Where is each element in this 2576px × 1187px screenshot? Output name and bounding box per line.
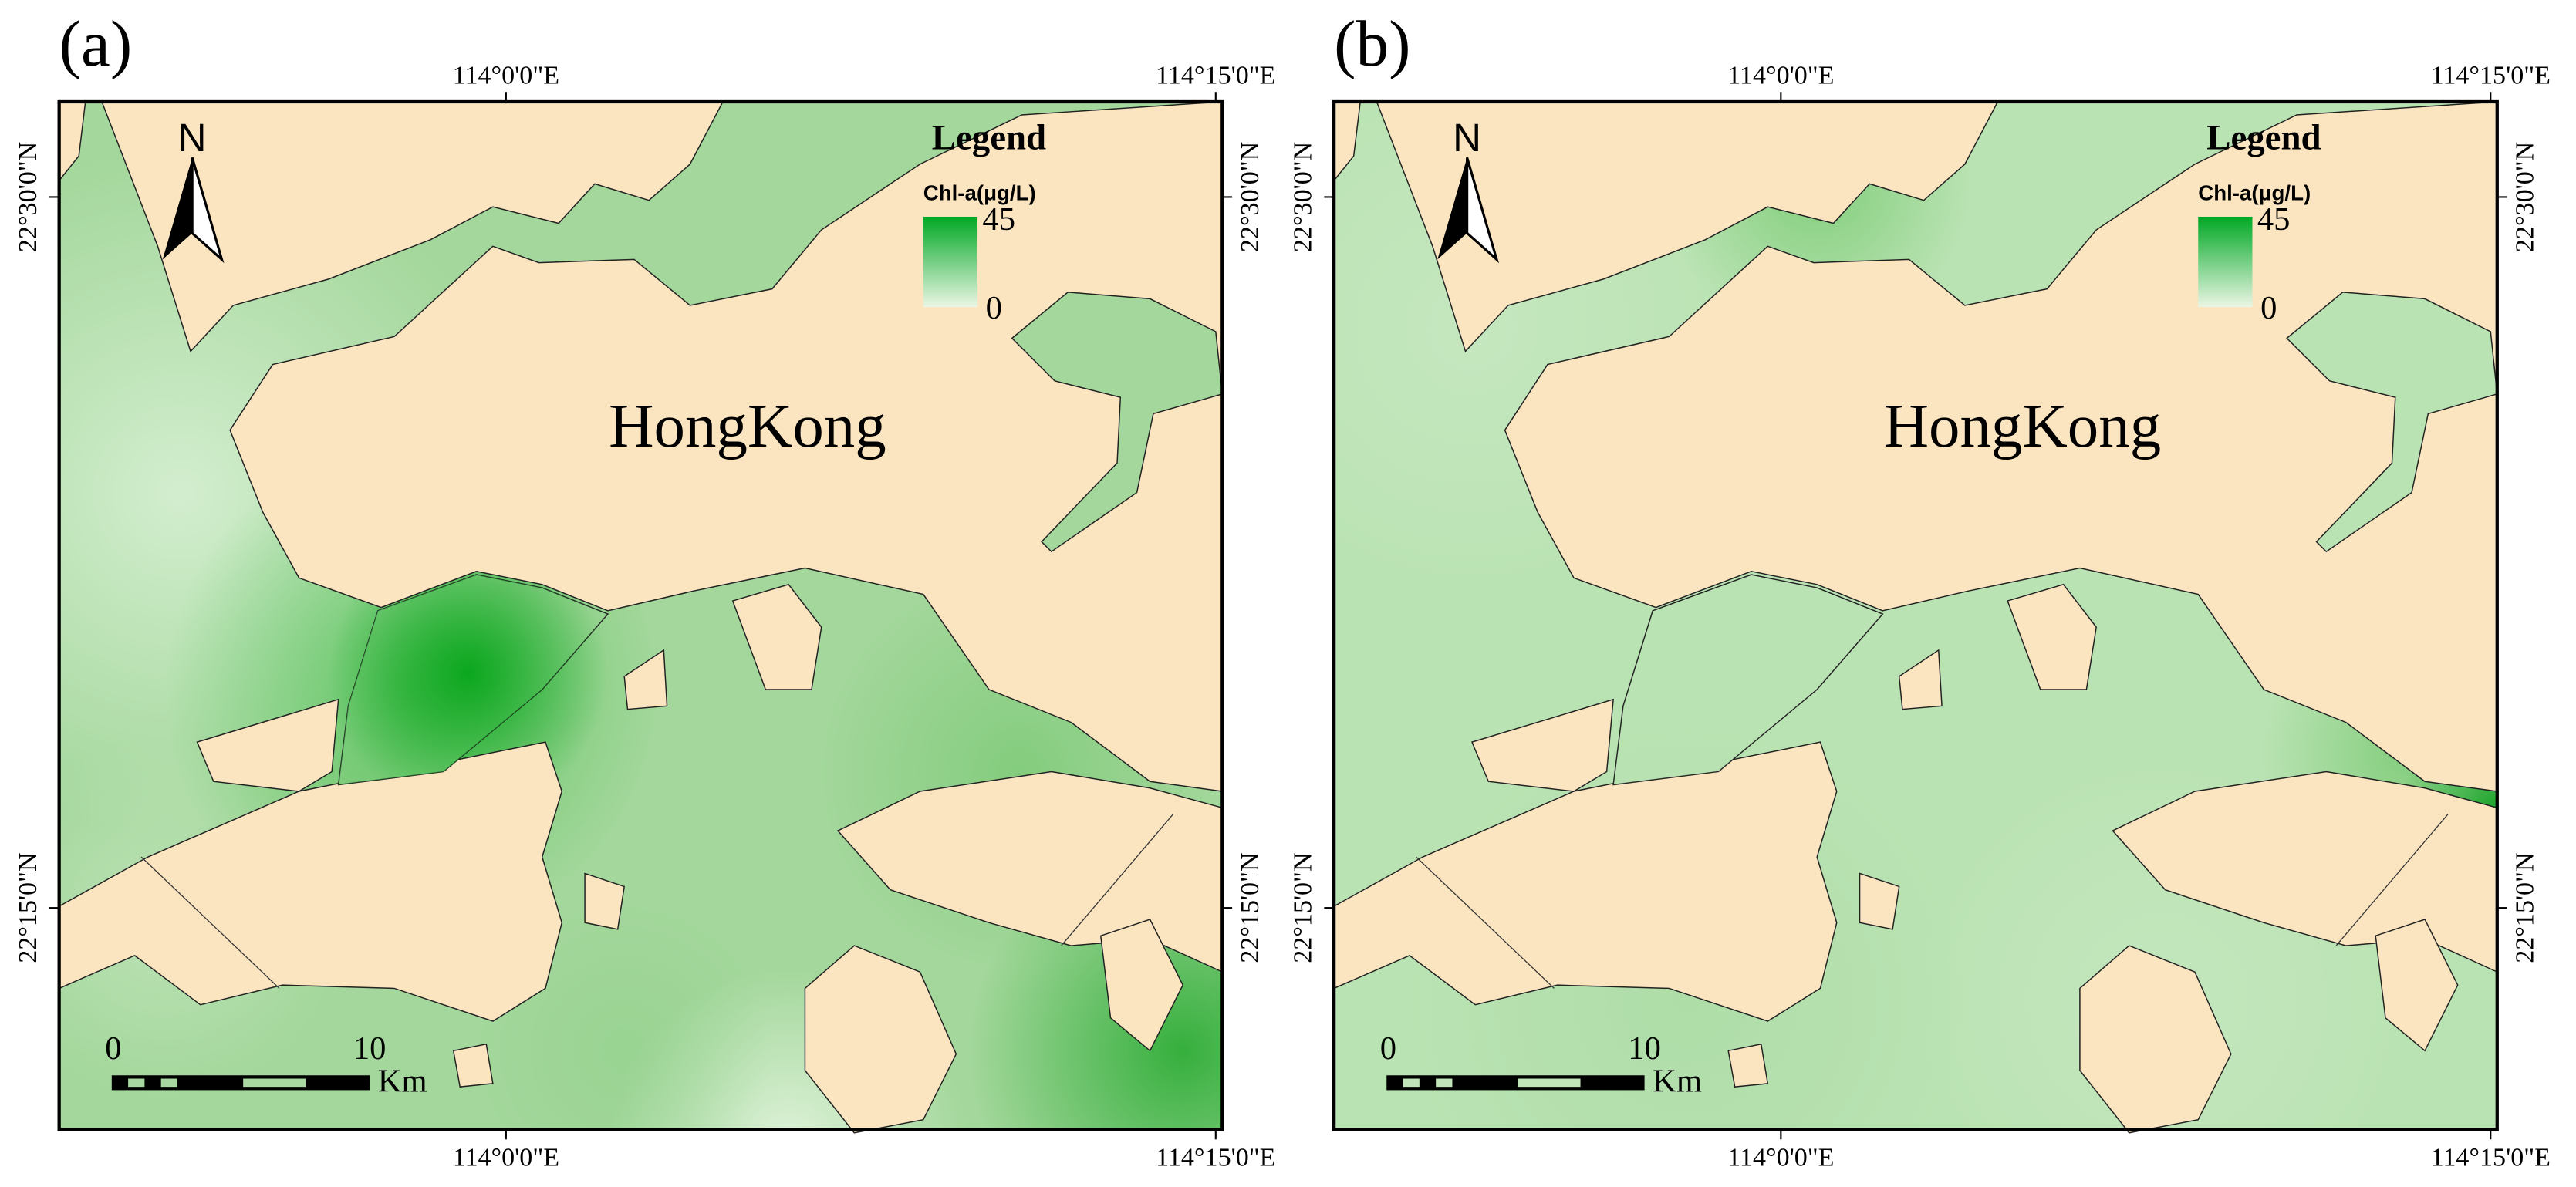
lon-label: 114°0'0"E [453, 62, 559, 90]
legend-max: 45 [982, 201, 1015, 238]
legend-colorbar [923, 216, 978, 308]
land [2375, 919, 2459, 1052]
legend-max: 45 [2257, 201, 2291, 238]
lon-label: 114°0'0"E [453, 1143, 559, 1172]
land [1099, 919, 1184, 1052]
lat-label: 22°30'0"N [14, 142, 42, 252]
legend-title: Legend [932, 118, 1046, 158]
map-frame [57, 99, 1224, 1131]
lat-label: 22°15'0"N [1236, 852, 1264, 963]
land [1470, 698, 1614, 792]
lon-label: 114°0'0"E [1727, 62, 1834, 90]
land [452, 1043, 494, 1088]
lat-label: 22°30'0"N [1288, 142, 1317, 252]
place-name: HongKong [1884, 392, 2162, 460]
lat-label: 22°30'0"N [2511, 142, 2540, 252]
scale-bar [1386, 1075, 1645, 1091]
legend-colorbar [2198, 216, 2253, 308]
land [1727, 1043, 1769, 1088]
north-arrow [191, 157, 225, 264]
water-shade [1011, 292, 1223, 552]
lat-label: 22°15'0"N [1288, 852, 1317, 963]
north-arrow [1437, 157, 1467, 260]
land [100, 101, 724, 352]
scale-bar-segment [243, 1078, 306, 1088]
land [1898, 649, 1943, 710]
lon-label: 114°15'0"E [2431, 1143, 2551, 1172]
lat-label: 22°30'0"N [1236, 142, 1264, 252]
bridge [1061, 814, 1173, 946]
scale-bar [111, 1075, 370, 1091]
scale-unit: Km [1653, 1064, 1702, 1100]
scale-bar-segment [1518, 1078, 1581, 1088]
scale-unit: Km [378, 1064, 427, 1100]
legend-title: Legend [2206, 118, 2321, 158]
north-arrow [162, 157, 193, 260]
scale-end: 10 [353, 1030, 387, 1067]
land [623, 649, 668, 710]
land [731, 583, 822, 690]
bridge [2335, 814, 2449, 946]
scale-start: 0 [1380, 1030, 1396, 1067]
bridge [140, 856, 280, 989]
land [196, 698, 339, 792]
map-panel: 114°0'0"E 114°15'0"E 114°0'0"E 114°15'0"E 22… [1288, 8, 2551, 1172]
legend-variable: Chl-a(μg/L) [2198, 181, 2311, 205]
scale-bar-segment [1403, 1078, 1420, 1088]
panel-label: (b) [1334, 8, 1410, 80]
land [2079, 945, 2232, 1134]
land [2007, 583, 2097, 690]
lon-label: 114°15'0"E [1156, 1143, 1275, 1172]
water-shade [1613, 575, 1883, 785]
scale-bar-segment [160, 1078, 177, 1088]
lon-label: 114°0'0"E [1727, 1143, 1834, 1172]
place-name: HongKong [609, 392, 886, 460]
north-label: N [1453, 116, 1481, 160]
scale-start: 0 [105, 1030, 121, 1067]
scale-end: 10 [1628, 1030, 1661, 1067]
lat-label: 22°15'0"N [2511, 852, 2540, 963]
scale-bar-segment [128, 1078, 145, 1088]
map-frame [1332, 99, 2499, 1131]
legend-variable: Chl-a(μg/L) [923, 181, 1036, 205]
water-shade [2287, 292, 2497, 552]
land [1376, 101, 1999, 352]
lon-label: 114°15'0"E [1156, 62, 1275, 90]
map-panel: 114°0'0"E 114°15'0"E 114°0'0"E 114°15'0"E 22… [14, 8, 1276, 1172]
land [804, 945, 957, 1134]
lon-label: 114°15'0"E [2431, 62, 2551, 90]
water-shade [338, 575, 608, 785]
legend-min: 0 [2260, 290, 2277, 326]
north-label: N [178, 116, 207, 160]
legend-min: 0 [986, 290, 1002, 326]
bridge [1416, 856, 1555, 989]
scale-bar-segment [1436, 1078, 1453, 1088]
lat-label: 22°15'0"N [14, 852, 42, 963]
panel-label: (a) [59, 8, 133, 80]
north-arrow [1466, 157, 1500, 264]
land [1859, 872, 1900, 930]
land [584, 872, 626, 930]
